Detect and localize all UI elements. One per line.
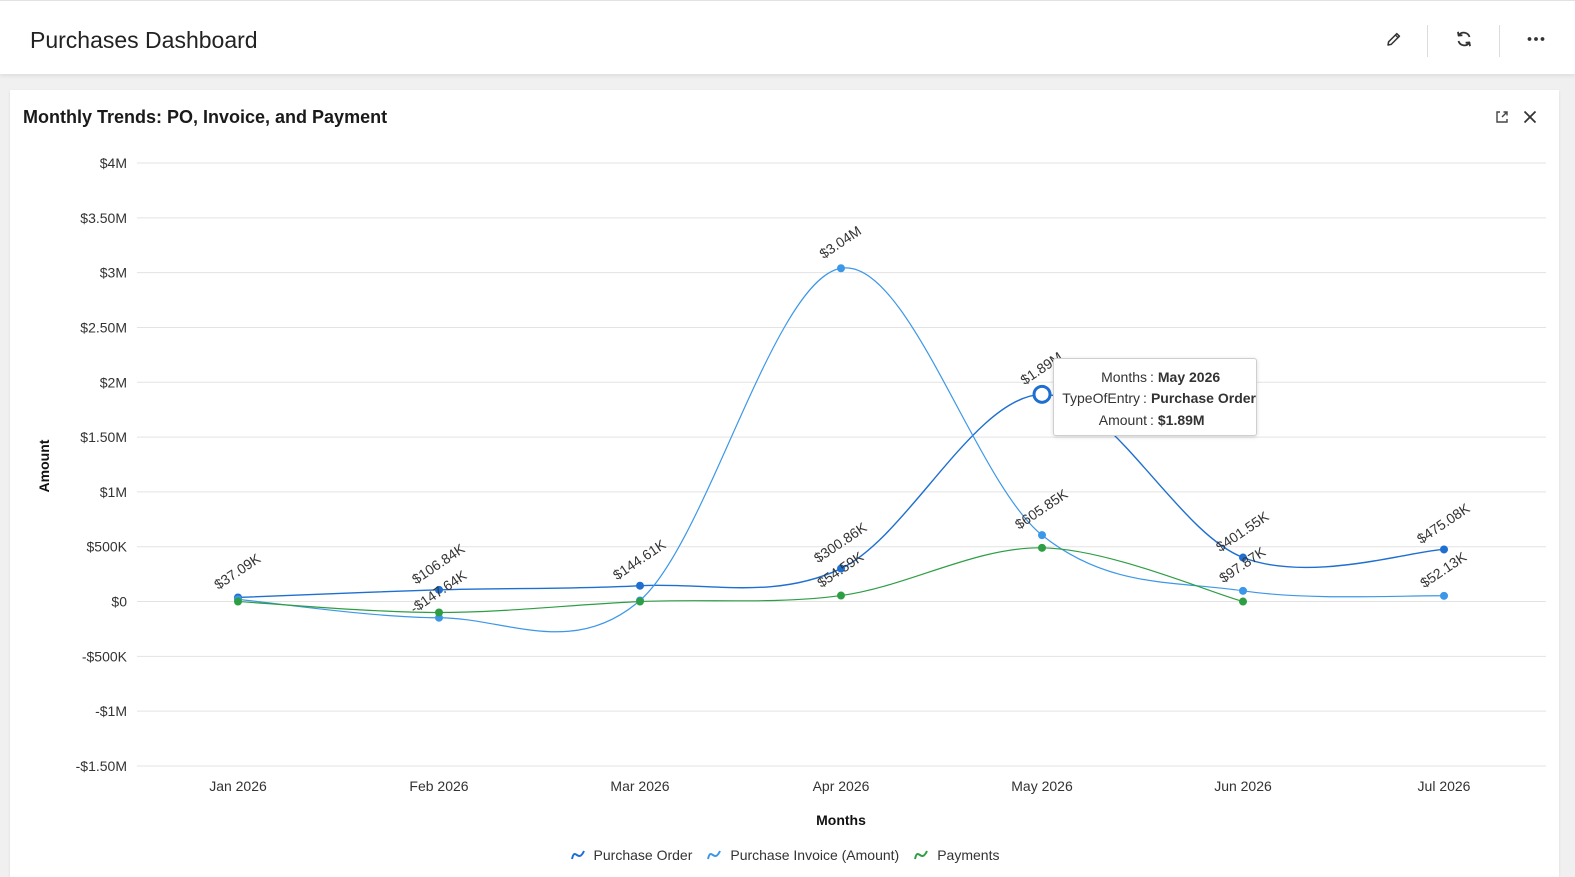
- close-button[interactable]: [1519, 106, 1541, 128]
- tooltip-row-type: TypeOfEntry: Purchase Order: [1054, 388, 1256, 410]
- y-tick-label: $500K: [87, 539, 128, 555]
- x-tick-label: May 2026: [1011, 778, 1073, 794]
- export-icon: [1496, 111, 1508, 123]
- edit-button[interactable]: [1380, 25, 1408, 53]
- legend-label: Purchase Invoice (Amount): [730, 847, 900, 863]
- data-label: $144.61K: [610, 536, 669, 583]
- data-point: [837, 264, 845, 273]
- data-label: $3.04M: [816, 222, 864, 261]
- x-tick-label: Jun 2026: [1214, 778, 1272, 794]
- x-tick-label: Mar 2026: [610, 778, 669, 794]
- data-label: $475.08K: [1414, 500, 1473, 547]
- tooltip-colon: :: [1150, 368, 1154, 385]
- y-axis-title: Amount: [36, 439, 52, 492]
- series-markers: [234, 264, 1448, 622]
- chart-card: Monthly Trends: PO, Invoice, and Payment…: [10, 90, 1559, 877]
- data-point: [1239, 553, 1247, 562]
- data-point: [1239, 586, 1247, 595]
- y-tick-label: -$1M: [95, 703, 127, 719]
- data-point: [837, 564, 845, 573]
- legend-item-payments[interactable]: Payments: [913, 847, 999, 863]
- line-chart: $4M $3.50M $3M $2.50M $2M $1.50M $1M $500K $0 -$5…: [36, 155, 1546, 828]
- more-dots-icon: [1527, 37, 1545, 41]
- legend-item-purchase-order[interactable]: Purchase Order: [570, 847, 693, 863]
- tooltip-value: $1.89M: [1157, 411, 1205, 428]
- close-icon: [1523, 110, 1537, 124]
- x-tick-label: Feb 2026: [409, 778, 468, 794]
- export-button[interactable]: [1491, 106, 1513, 128]
- data-point: [234, 597, 242, 606]
- toolbar-divider: [1499, 25, 1500, 57]
- x-tick-label: Jul 2026: [1418, 778, 1471, 794]
- line-series-icon: [570, 850, 585, 860]
- chart-tooltip: Months: May 2026 TypeOfEntry: Purchase O…: [1053, 358, 1257, 436]
- chart-grid: [137, 162, 1546, 767]
- tooltip-value: Purchase Order: [1150, 390, 1256, 407]
- data-point: [435, 585, 443, 594]
- data-point: [1239, 597, 1247, 606]
- chart-legend: Purchase Order Purchase Invoice (Amount)…: [10, 847, 1559, 863]
- data-point: [435, 608, 443, 617]
- data-point: [837, 591, 845, 600]
- tooltip-row-amount: Amount: $1.89M: [1054, 409, 1256, 431]
- data-labels: $37.09K $106.84K $144.61K $300.86K$1.89M$40…: [211, 222, 1473, 616]
- data-point: [636, 581, 644, 590]
- data-label: $52.13K: [1417, 548, 1470, 591]
- y-tick-label: $0: [111, 594, 127, 610]
- data-label: $401.55K: [1213, 508, 1272, 555]
- page-title: Purchases Dashboard: [30, 27, 258, 53]
- y-tick-label: $2.50M: [80, 319, 127, 335]
- y-tick-label: -$1.50M: [76, 758, 127, 774]
- x-axis-title: Months: [816, 812, 866, 828]
- y-tick-label: $2M: [100, 374, 127, 390]
- legend-label: Payments: [937, 847, 1000, 863]
- tooltip-key: TypeOfEntry: [1062, 390, 1141, 407]
- legend-item-purchase-invoice[interactable]: Purchase Invoice (Amount): [706, 847, 899, 863]
- y-tick-label: $4M: [100, 155, 127, 171]
- x-tick-label: Jan 2026: [209, 778, 267, 794]
- data-point: [1038, 531, 1046, 540]
- data-point: [636, 597, 644, 606]
- data-point: [1038, 543, 1046, 552]
- refresh-button[interactable]: [1450, 25, 1478, 53]
- legend-label: Purchase Order: [593, 847, 693, 863]
- data-label: $37.09K: [211, 550, 264, 593]
- data-point: [1440, 591, 1448, 600]
- card-title: Monthly Trends: PO, Invoice, and Payment: [23, 107, 388, 127]
- line-series-icon: [914, 850, 929, 860]
- x-axis-ticks: Jan 2026 Feb 2026 Mar 2026 Apr 2026 May 2026…: [209, 778, 1470, 794]
- y-axis-ticks: $4M $3.50M $3M $2.50M $2M $1.50M $1M $500K $0 -$5…: [76, 155, 128, 774]
- y-tick-label: $3M: [100, 265, 127, 281]
- toolbar-divider: [1427, 25, 1428, 57]
- x-tick-label: Apr 2026: [813, 778, 870, 794]
- tooltip-value: May 2026: [1157, 368, 1221, 385]
- pencil-icon: [1387, 32, 1401, 46]
- data-point: [1440, 545, 1448, 554]
- dashboard-header: Purchases Dashboard: [0, 0, 1575, 74]
- tooltip-key: Amount: [1098, 411, 1147, 428]
- refresh-icon: [1457, 31, 1471, 47]
- line-series-icon: [707, 850, 722, 860]
- tooltip-row-months: Months: May 2026: [1054, 366, 1256, 388]
- tooltip-colon: :: [1143, 390, 1147, 407]
- tooltip-key: Months: [1101, 368, 1147, 385]
- more-options-button[interactable]: [1522, 25, 1550, 53]
- y-tick-label: $3.50M: [80, 210, 127, 226]
- y-tick-label: $1.50M: [80, 429, 127, 445]
- y-tick-label: $1M: [100, 484, 127, 500]
- y-tick-label: -$500K: [82, 648, 128, 664]
- highlight-marker: [1032, 384, 1052, 404]
- tooltip-colon: :: [1150, 411, 1154, 428]
- series-line: [237, 547, 1244, 614]
